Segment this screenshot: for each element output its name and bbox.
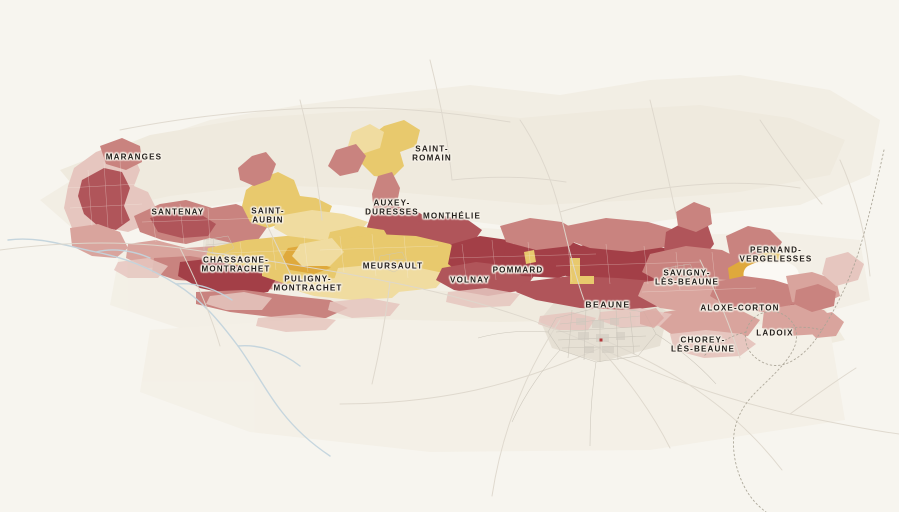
appellation-polygons-central	[292, 120, 482, 292]
polygon-pommard-n	[500, 218, 582, 250]
polygon-santenay-dark	[150, 210, 216, 238]
river-branch-a	[95, 249, 151, 259]
river-branch-b	[175, 282, 233, 301]
polygon-ladoix-n	[794, 284, 836, 312]
parcel-lines	[65, 157, 757, 293]
river-dheune	[7, 238, 331, 457]
polygon-meursault	[318, 234, 464, 276]
polygon-savigny-nn	[676, 202, 712, 232]
polygon-beaune-north	[562, 218, 682, 252]
beaune-blocks	[576, 318, 625, 353]
waterways	[7, 238, 331, 457]
polygon-east-outer	[822, 252, 864, 286]
village-grids	[203, 235, 697, 285]
polygon-pommard-small-gold	[524, 250, 536, 264]
polygon-saint-aubin-n	[238, 152, 276, 186]
polygon-savigny	[642, 246, 746, 288]
river-branch-c	[237, 344, 301, 367]
polygon-maranges-spur	[100, 138, 142, 170]
polygon-volnay-s	[436, 262, 534, 296]
beaune-parks	[640, 308, 664, 328]
polygon-chorey-s	[670, 330, 756, 358]
town-marker-beaune-centre	[599, 338, 603, 342]
administrative-boundary	[703, 149, 885, 512]
polygon-beaune-clos-gold	[570, 258, 594, 284]
polygon-auxey-n-spur	[328, 144, 366, 176]
polygon-meursault-s	[334, 264, 448, 292]
appellation-polygons-east	[638, 202, 864, 358]
polygon-aloxe-corton	[710, 276, 800, 312]
road-network	[0, 59, 899, 497]
